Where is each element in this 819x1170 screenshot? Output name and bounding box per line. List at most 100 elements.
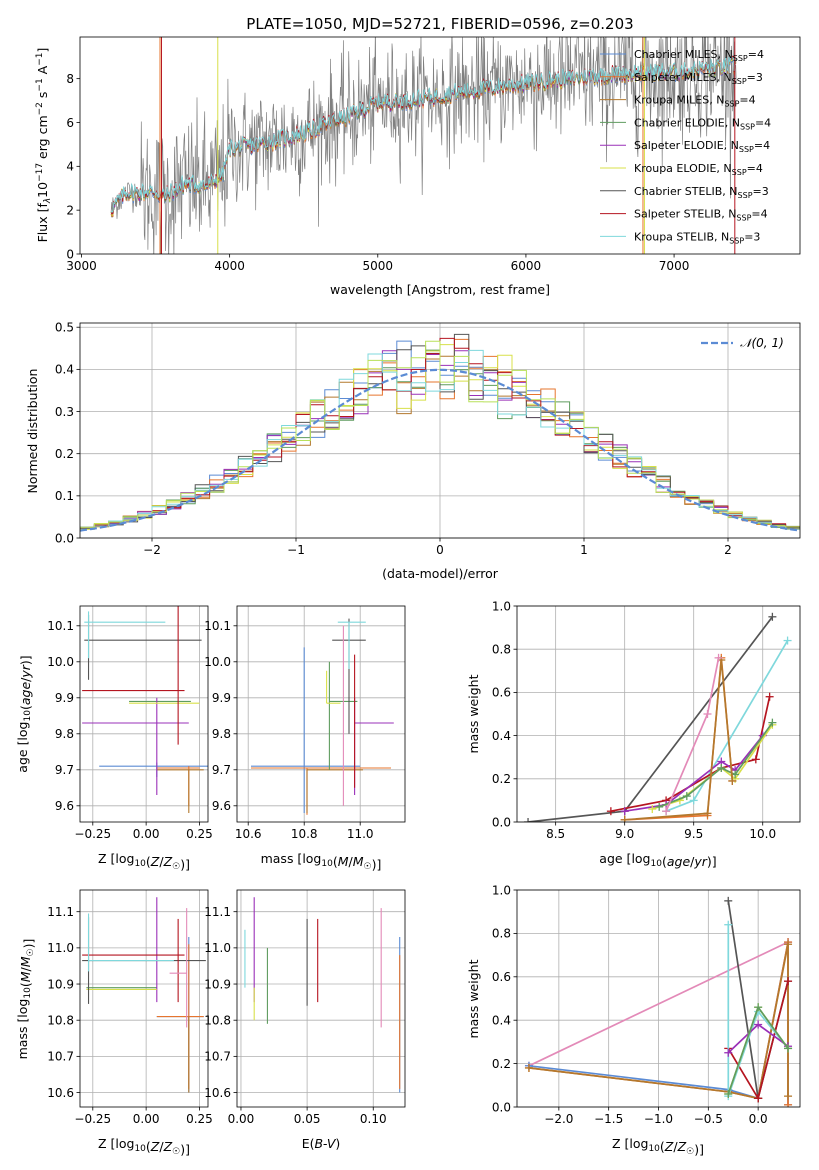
series-miles_kroupa [624, 659, 734, 821]
y-tick-label: 9.9 [55, 691, 74, 705]
ticks-residuals: −2 −1 0 1 2 0.0 0.1 0.2 0.3 0.4 0.5 [55, 321, 732, 557]
y-tick-label: 10.1 [204, 619, 231, 633]
y-tick-label: 10.0 [204, 655, 231, 669]
x-tick-label: −2.0 [544, 1112, 573, 1126]
y-tick-label: 11.1 [47, 905, 74, 919]
gaussian-curve [80, 368, 798, 532]
y-tick-label: 9.7 [212, 763, 231, 777]
series-stelib_kroupa [727, 924, 789, 1097]
marker-extra_pink [714, 653, 723, 662]
x-tick-label: 0.05 [294, 1112, 321, 1126]
legend-label: Kroupa MILES, NSSP=4 [634, 94, 756, 109]
marker-elodie_chabrier [724, 1089, 733, 1098]
x-tick-label: 0.10 [360, 1112, 387, 1126]
marker-elodie_chabrier [754, 1003, 763, 1012]
marker-stelib_chabrier [768, 612, 777, 621]
y-tick-label: 0.0 [492, 1100, 511, 1114]
axes-frame [236, 889, 406, 1108]
axes-frame [516, 605, 801, 823]
x-tick-label: 10.6 [235, 827, 262, 841]
y-tick-label: 0.4 [55, 363, 74, 377]
marker-miles_kroupa [728, 776, 737, 785]
x-tick-label: −1 [287, 543, 305, 557]
y-tick-label: 0 [66, 247, 74, 261]
y-tick-label: 0.6 [492, 970, 511, 984]
y-axis-label: mass weight [466, 674, 481, 753]
axes-frame [79, 889, 209, 1108]
ticks-mass_vs_ebv: 0.00 0.05 0.10 10.6 10.7 10.8 10.9 11.0 11.1 [204, 905, 386, 1126]
y-axis-label: Normed distribution [25, 369, 40, 494]
plot-area-residuals [80, 333, 800, 532]
y-tick-label: 10.6 [47, 1086, 74, 1100]
errorbar-elodie_kroupa [326, 670, 341, 704]
model-spectrum-stelib_kroupa [110, 56, 737, 213]
y-tick-label: 11.0 [47, 941, 74, 955]
x-tick-label: 9.0 [615, 827, 634, 841]
x-axis-label: wavelength [Angstrom, rest frame] [330, 282, 550, 297]
x-tick-label: 0.25 [186, 1112, 213, 1126]
y-tick-label: 0.8 [492, 927, 511, 941]
y-tick-label: 0.4 [492, 729, 511, 743]
x-tick-label: 5000 [363, 259, 394, 273]
y-tick-label: 10.8 [204, 1014, 231, 1028]
x-tick-label: 8.5 [546, 827, 565, 841]
errorbar-stelib_kroupa [87, 913, 174, 972]
legend-label: Kroupa STELIB, NSSP=3 [634, 230, 760, 245]
ticks-spectrum: 3000 4000 5000 6000 7000 0 2 4 6 8 [66, 72, 689, 273]
series-extra_pink [528, 941, 789, 1067]
plot-area-weight_vs_z [524, 896, 793, 1107]
x-tick-label: 0 [436, 543, 444, 557]
ticks-weight_vs_z: −2.0 −1.5 −1.0 −0.5 0.0 0.0 0.2 0.4 0.6 0.8 1.0 [492, 883, 768, 1126]
x-tick-label: 3000 [66, 259, 97, 273]
axes-mass_vs_ebv: 0.00 0.05 0.10 10.6 10.7 10.8 10.9 11.0 11.1 E(B-… [204, 889, 406, 1151]
legend-label: Salpeter ELODIE, NSSP=4 [634, 139, 770, 154]
y-tick-label: 10.6 [204, 1086, 231, 1100]
y-tick-label: 0.1 [55, 489, 74, 503]
legend-label: Chabrier STELIB, NSSP=3 [634, 185, 769, 200]
marker-stelib_salpeter [754, 1094, 763, 1103]
axes-weight_vs_age: 8.5 9.0 9.5 10.0 0.0 0.2 0.4 0.6 0.8 1.0 age [log1… [466, 599, 801, 869]
y-tick-label: 9.7 [55, 763, 74, 777]
x-tick-label: −2 [143, 543, 161, 557]
errorbar-stelib_salpeter [82, 606, 185, 745]
y-tick-label: 9.9 [212, 691, 231, 705]
y-tick-label: 0.6 [492, 686, 511, 700]
y-tick-label: 9.8 [55, 727, 74, 741]
marker-stelib_salpeter [751, 755, 760, 764]
axes-frame [79, 36, 801, 255]
x-tick-label: 0.00 [133, 827, 160, 841]
ticks-mass_vs_z: −0.25 0.00 0.25 10.6 10.7 10.8 10.9 11.0 11.1 [47, 905, 213, 1126]
ticks-weight_vs_age: 8.5 9.0 9.5 10.0 0.0 0.2 0.4 0.6 0.8 1.0 [492, 599, 776, 841]
y-tick-label: 10.7 [204, 1050, 231, 1064]
x-tick-label: −0.25 [74, 827, 111, 841]
x-axis-label: age [log10(age/yr)] [599, 851, 716, 869]
y-tick-label: 9.8 [212, 727, 231, 741]
x-tick-label: 0.25 [186, 827, 213, 841]
marker-elodie_chabrier [717, 764, 726, 772]
x-tick-label: −1.0 [644, 1112, 673, 1126]
y-tick-label: 0.5 [55, 321, 74, 335]
x-tick-label: 0.00 [228, 1112, 255, 1126]
legend-label: Chabrier MILES, NSSP=4 [634, 48, 764, 63]
y-tick-label: 2 [66, 203, 74, 217]
y-tick-label: 10.1 [47, 619, 74, 633]
x-tick-label: 10.0 [749, 827, 776, 841]
marker-miles_kroupa [524, 1063, 533, 1072]
x-tick-label: 2 [724, 543, 732, 557]
marker-elodie_chabrier [784, 1044, 793, 1053]
axes-spectrum: 3000 4000 5000 6000 7000 0 2 4 6 8 Chabrier MILES,… [35, 36, 801, 297]
y-tick-label: 0.0 [492, 815, 511, 829]
y-tick-label: 1.0 [492, 883, 511, 897]
y-axis-label: mass weight [466, 959, 481, 1038]
x-tick-label: −1.5 [594, 1112, 623, 1126]
y-tick-label: 9.6 [55, 799, 74, 813]
legend-label: Chabrier ELODIE, NSSP=4 [634, 116, 771, 131]
y-tick-label: 6 [66, 116, 74, 130]
errorbar-stelib_kroupa [337, 621, 366, 669]
x-tick-label: 10.8 [291, 827, 318, 841]
data-spectrum [110, 37, 737, 254]
x-axis-label: Z [log10(Z/Z☉)] [612, 1136, 704, 1157]
x-tick-label: 4000 [214, 259, 245, 273]
y-tick-label: 0.3 [55, 405, 74, 419]
